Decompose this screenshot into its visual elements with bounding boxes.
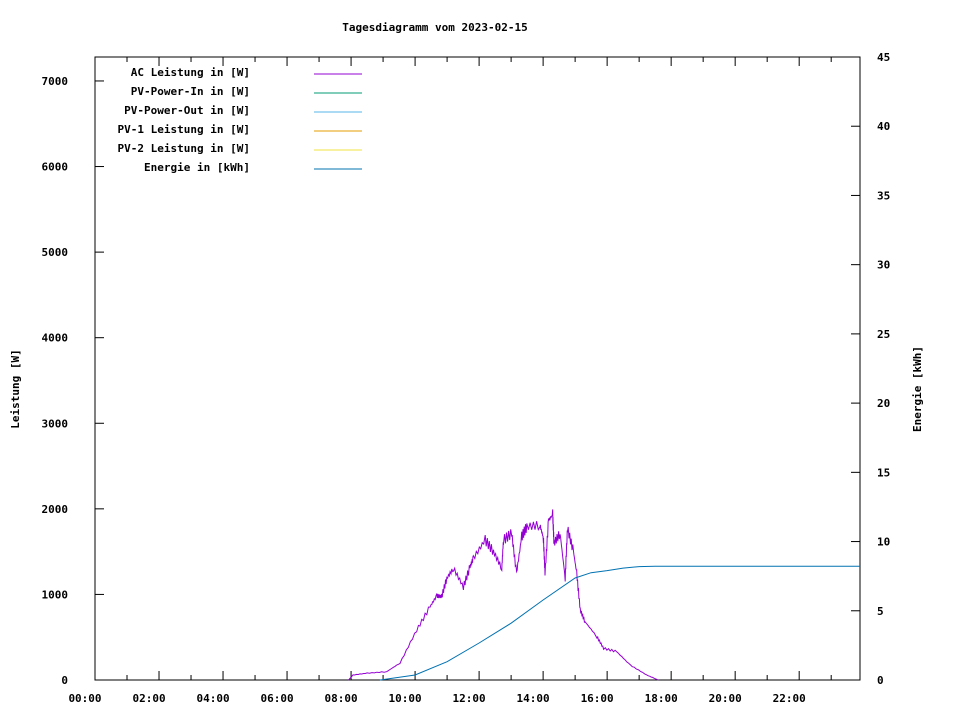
y2-tick-label: 20 [877,397,890,410]
legend-label: PV-Power-In in [W] [131,85,250,98]
legend-label: PV-1 Leistung in [W] [118,123,250,136]
y-tick-label: 5000 [42,246,69,259]
y-axis-label: Leistung [W] [9,349,22,428]
x-tick-label: 12:00 [453,692,486,705]
x-tick-label: 14:00 [517,692,550,705]
x-tick-label: 16:00 [581,692,614,705]
y-tick-label: 7000 [42,75,69,88]
y-tick-label: 2000 [42,503,69,516]
y2-tick-label: 45 [877,51,890,64]
x-tick-label: 02:00 [132,692,165,705]
y2-tick-label: 30 [877,259,890,272]
y-tick-label: 1000 [42,588,69,601]
legend-label: Energie in [kWh] [144,161,250,174]
x-tick-label: 00:00 [68,692,101,705]
x-tick-label: 04:00 [196,692,229,705]
y2-tick-label: 10 [877,536,890,549]
x-tick-label: 06:00 [260,692,293,705]
y2-tick-label: 5 [877,605,884,618]
y-tick-label: 3000 [42,417,69,430]
series-line-0 [348,509,659,681]
x-tick-label: 08:00 [325,692,358,705]
plot-frame [94,56,861,681]
x-tick-label: 22:00 [773,692,806,705]
x-tick-label: 18:00 [645,692,678,705]
y-tick-label: 6000 [42,161,69,174]
y2-axis-label: Energie [kWh] [911,346,924,432]
legend-label: PV-2 Leistung in [W] [118,142,250,155]
y2-tick-label: 35 [877,189,890,202]
y2-tick-label: 40 [877,120,890,133]
legend-label: PV-Power-Out in [W] [124,104,250,117]
series-line-5 [379,565,860,681]
y2-tick-label: 25 [877,328,890,341]
y-tick-label: 4000 [42,332,69,345]
y2-tick-label: 0 [877,674,884,687]
y-tick-label: 0 [61,674,68,687]
y2-tick-label: 15 [877,466,890,479]
legend-label: AC Leistung in [W] [131,66,250,79]
x-tick-label: 20:00 [709,692,742,705]
chart-title: Tagesdiagramm vom 2023-02-15 [342,21,527,34]
x-tick-label: 10:00 [389,692,422,705]
